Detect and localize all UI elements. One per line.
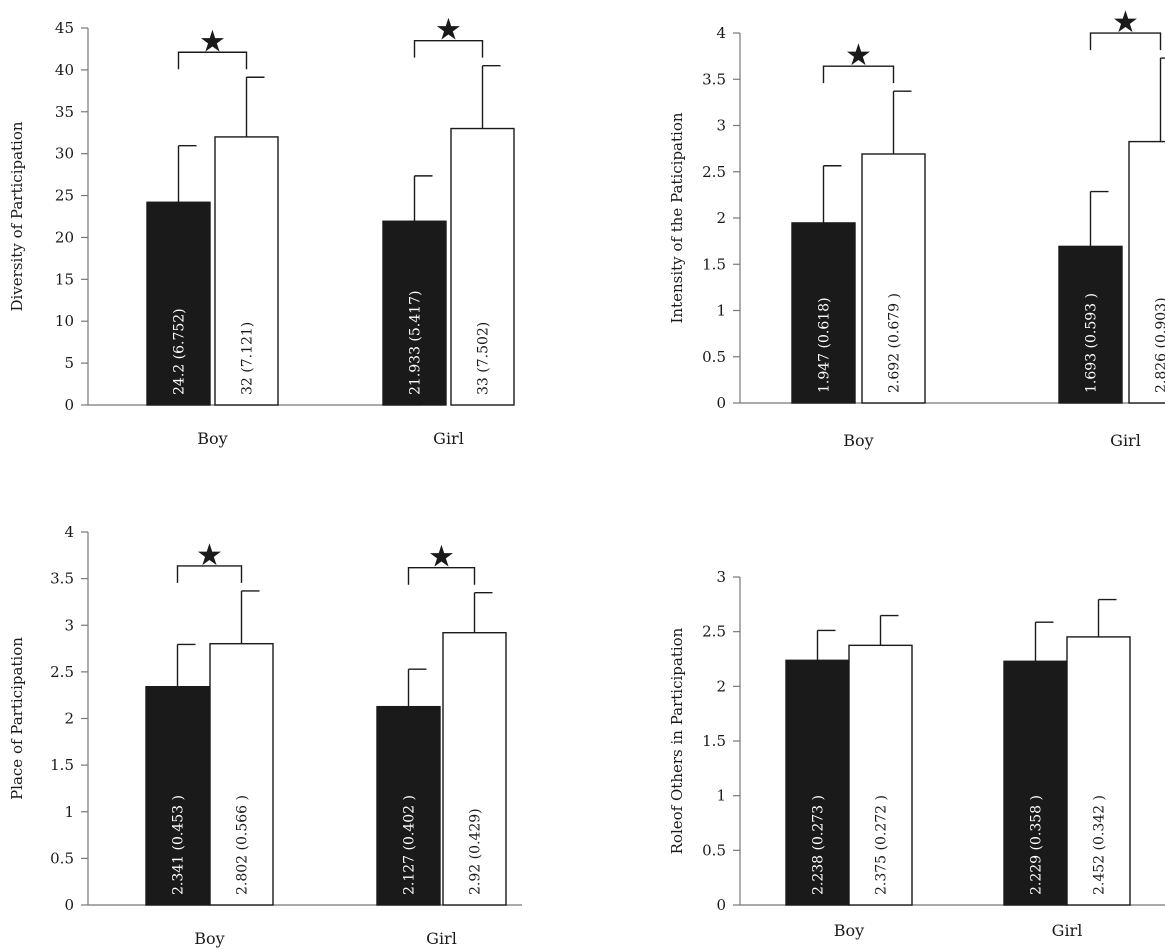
chart-place: 0 0.5 1 1.5 2 2.5 3 3.5 4 Place of Participation 2… — [8, 523, 522, 948]
y-tick-label: 15 — [55, 270, 74, 288]
bar — [450, 127, 515, 406]
data-label: 2.692 (0.679 ) — [887, 293, 903, 393]
y-tick-label: 3 — [716, 117, 726, 135]
chart-diversity: 0 5 10 15 20 25 30 35 40 45 Diversity of Participa… — [8, 13, 515, 448]
y-tick-label: 4 — [716, 24, 726, 42]
data-label: 21.933 (5.417) — [408, 291, 424, 395]
y-tick-label: 1.5 — [702, 732, 726, 750]
y-tick-label: 2 — [716, 677, 726, 695]
significance-star-icon: ★ — [1112, 5, 1139, 40]
chart-role-of-others: 0 0.5 1 1.5 2 2.5 3 Roleof Others in Participat… — [668, 568, 1165, 940]
y-tick-label: 25 — [55, 187, 74, 205]
data-label: 1.947 (0.618) — [817, 297, 833, 393]
category-label: Girl — [1110, 431, 1141, 450]
category-label: Girl — [433, 429, 464, 448]
data-label: 2.802 (0.566 ) — [235, 795, 251, 895]
y-tick-label: 3 — [716, 568, 726, 586]
bar — [146, 201, 211, 406]
y-tick-label: 4 — [64, 523, 74, 541]
bar — [382, 220, 447, 406]
significance-bracket — [822, 65, 895, 84]
y-tick-label: 45 — [55, 19, 74, 37]
y-tick-label: 1 — [716, 787, 726, 805]
data-label: 2.127 (0.402 ) — [402, 795, 418, 895]
bar — [848, 644, 913, 906]
y-tick-label: 0 — [64, 896, 74, 914]
y-axis-title: Place of Participation — [8, 637, 26, 800]
significance-star-icon: ★ — [428, 540, 455, 575]
significance-bracket — [176, 565, 243, 583]
y-tick-label: 0.5 — [702, 841, 726, 859]
y-tick-label: 20 — [55, 228, 74, 246]
bar — [209, 643, 274, 906]
y-tick-label: 2.5 — [702, 623, 726, 641]
y-axis-title: Roleof Others in Participation — [668, 627, 686, 854]
category-label: Boy — [834, 921, 864, 940]
y-tick-label: 5 — [64, 354, 74, 372]
chart-intensity: 0 0.5 1 1.5 2 2.5 3 3.5 4 Intensity of the Patici… — [668, 5, 1165, 450]
y-tick-label: 2.5 — [702, 163, 726, 181]
bar — [145, 686, 210, 906]
bar — [785, 659, 850, 906]
category-label: Boy — [843, 431, 873, 450]
bar — [214, 136, 279, 406]
bar — [1058, 245, 1123, 404]
y-tick-label: 0 — [716, 896, 726, 914]
category-label: Girl — [426, 929, 457, 948]
significance-star-icon: ★ — [435, 13, 462, 48]
bar — [791, 222, 856, 404]
y-tick-label: 2 — [716, 209, 726, 227]
y-tick-label: 0.5 — [702, 348, 726, 366]
bar — [442, 632, 507, 906]
significance-star-icon: ★ — [196, 538, 223, 573]
bar — [376, 705, 441, 906]
data-label: 2.452 (0.342 ) — [1092, 795, 1108, 895]
y-tick-label: 35 — [55, 103, 74, 121]
data-label: 24.2 (6.752) — [172, 308, 188, 395]
significance-bracket — [177, 51, 248, 70]
data-label: 2.238 (0.273 ) — [811, 795, 827, 895]
significance-star-icon: ★ — [845, 38, 872, 73]
bar — [1066, 636, 1131, 906]
category-label: Boy — [197, 429, 227, 448]
y-tick-label: 1 — [64, 803, 74, 821]
data-label: 2.229 (0.358 ) — [1029, 795, 1045, 895]
category-label: Girl — [1052, 921, 1083, 940]
y-tick-label: 40 — [55, 61, 74, 79]
y-tick-label: 1 — [716, 302, 726, 320]
data-label: 2.826 (0.903) — [1154, 297, 1165, 393]
significance-star-icon: ★ — [199, 24, 226, 59]
y-tick-label: 0 — [716, 394, 726, 412]
significance-bracket — [407, 567, 476, 585]
y-tick-label: 1.5 — [702, 255, 726, 273]
y-tick-label: 30 — [55, 145, 74, 163]
bar — [1128, 140, 1165, 404]
y-tick-label: 3.5 — [50, 570, 74, 588]
y-tick-label: 3 — [64, 616, 74, 634]
data-label: 2.341 (0.453 ) — [171, 795, 187, 895]
bar — [861, 153, 926, 404]
data-label: 33 (7.502) — [476, 322, 492, 395]
significance-bracket — [413, 39, 484, 58]
significance-bracket — [1089, 32, 1162, 51]
y-tick-label: 2 — [64, 710, 74, 728]
data-label: 2.375 (0.272 ) — [874, 795, 890, 895]
y-axis-title: Intensity of the Paticipation — [668, 112, 686, 323]
y-tick-label: 0 — [64, 396, 74, 414]
y-tick-label: 2.5 — [50, 663, 74, 681]
data-label: 32 (7.121) — [240, 322, 256, 395]
y-tick-label: 1.5 — [50, 756, 74, 774]
category-label: Boy — [194, 929, 224, 948]
data-label: 2.92 (0.429) — [468, 808, 484, 895]
y-tick-label: 0.5 — [50, 849, 74, 867]
y-axis-title: Diversity of Participation — [8, 121, 26, 311]
data-label: 1.693 (0.593 ) — [1084, 293, 1100, 393]
y-tick-label: 3.5 — [702, 70, 726, 88]
y-tick-label: 10 — [55, 312, 74, 330]
